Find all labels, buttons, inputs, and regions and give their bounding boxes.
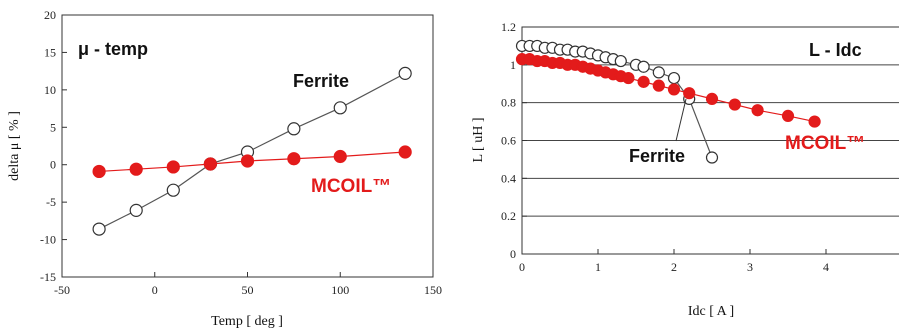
right-mcoil-point bbox=[622, 71, 635, 85]
left-y-axis-title: delta μ [ % ] bbox=[7, 111, 22, 181]
right-mcoil-point bbox=[705, 92, 719, 105]
left-ferrite-point bbox=[333, 101, 347, 115]
right-ferrite-label: Ferrite bbox=[629, 146, 685, 166]
right-mcoil-point bbox=[637, 75, 650, 88]
right-y-tick-label: 0.4 bbox=[501, 171, 516, 185]
right-x-tick-label: 1 bbox=[595, 260, 601, 274]
right-mcoil-point bbox=[728, 98, 741, 111]
right-x-axis-title: Idc [ A ] bbox=[688, 304, 734, 319]
left-mcoil-label: MCOIL™ bbox=[311, 176, 391, 197]
left-y-tick-label: 15 bbox=[44, 45, 56, 59]
left-mcoil-point bbox=[240, 154, 255, 168]
right-mcoil-point bbox=[781, 109, 795, 123]
right-mcoil-point bbox=[667, 83, 681, 96]
right-ferrite-point bbox=[705, 151, 719, 164]
left-x-axis-title: Temp [ deg ] bbox=[211, 314, 283, 329]
left-y-tick-label: -15 bbox=[40, 270, 56, 284]
right-x-tick-label: 2 bbox=[671, 260, 677, 274]
right-title-box bbox=[800, 34, 880, 64]
left-ferrite-point bbox=[166, 183, 180, 197]
right-y-tick-label: 0.2 bbox=[501, 209, 516, 223]
left-x-tick-label: 100 bbox=[331, 283, 349, 297]
left-x-tick-label: 50 bbox=[242, 283, 254, 297]
left-mcoil-point bbox=[203, 157, 217, 171]
right-mcoil-point bbox=[751, 104, 764, 117]
right-ticks: 01234500.20.40.60.811.2 bbox=[501, 20, 829, 274]
right-mcoil-point bbox=[683, 87, 696, 100]
right-y-tick-label: 0.6 bbox=[501, 134, 516, 148]
left-y-tick-label: 10 bbox=[44, 83, 56, 97]
left-mcoil-point bbox=[287, 152, 301, 166]
left-mcoil-point bbox=[166, 160, 180, 174]
left-y-tick-label: 20 bbox=[44, 8, 56, 22]
left-mcoil-point bbox=[333, 149, 347, 164]
right-y-tick-label: 1 bbox=[510, 58, 516, 72]
left-y-tick-label: 0 bbox=[50, 158, 56, 172]
left-ferrite-point bbox=[398, 66, 412, 80]
left-ferrite-line bbox=[98, 72, 406, 230]
right-mcoil-point bbox=[652, 79, 665, 92]
left-ferrite-point bbox=[287, 122, 301, 136]
left-x-tick-label: 150 bbox=[424, 283, 442, 297]
right-y-tick-label: 0 bbox=[510, 247, 516, 261]
right-y-tick-label: 1.2 bbox=[501, 20, 516, 34]
right-y-tick-label: 0.8 bbox=[501, 96, 516, 110]
left-y-tick-label: -10 bbox=[40, 233, 56, 247]
left-series bbox=[92, 66, 412, 236]
right-ferrite-point bbox=[614, 54, 627, 68]
l-idc-chart: 01234500.20.40.60.811.2 L - Idc Ferrite … bbox=[471, 20, 899, 319]
left-y-tick-label: -5 bbox=[46, 195, 56, 209]
left-mcoil-point bbox=[92, 164, 106, 179]
right-series bbox=[515, 39, 821, 164]
right-mcoil-label: MCOIL™ bbox=[785, 133, 865, 154]
left-mcoil-point bbox=[129, 162, 143, 176]
right-ferrite-leader bbox=[675, 98, 687, 142]
left-y-tick-label: 5 bbox=[50, 120, 56, 134]
right-ferrite-point bbox=[637, 60, 650, 73]
left-mcoil-point bbox=[398, 145, 412, 159]
left-ferrite-point bbox=[129, 203, 143, 217]
left-ferrite-point bbox=[92, 222, 106, 236]
left-chart-title: μ - temp bbox=[78, 39, 148, 59]
right-x-tick-label: 0 bbox=[519, 260, 525, 274]
right-ferrite-point bbox=[667, 71, 681, 85]
left-x-tick-label: 0 bbox=[152, 283, 158, 297]
left-ferrite-label: Ferrite bbox=[293, 71, 349, 91]
right-x-tick-label: 4 bbox=[823, 260, 829, 274]
right-mcoil-point bbox=[808, 115, 821, 128]
left-x-tick-label: -50 bbox=[54, 283, 70, 297]
right-chart-title: L - Idc bbox=[809, 40, 862, 60]
right-ferrite-point bbox=[652, 66, 665, 79]
right-x-tick-label: 3 bbox=[747, 260, 753, 274]
right-y-axis-title: L [ uH ] bbox=[471, 118, 486, 163]
